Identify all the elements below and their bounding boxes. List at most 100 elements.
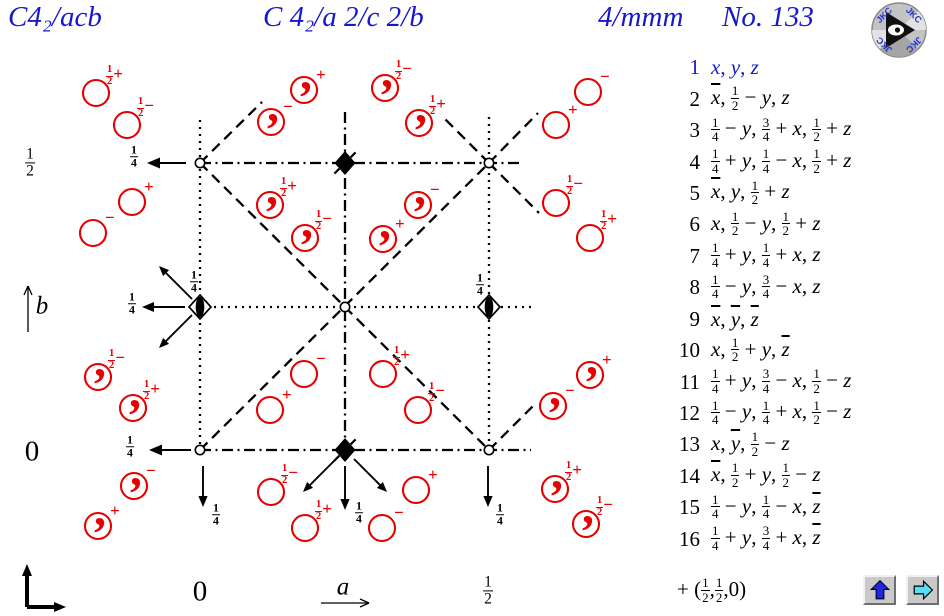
a-axis-arrow-head — [359, 598, 370, 604]
position-height-label: − — [394, 503, 404, 522]
position-height-label: − — [105, 208, 115, 227]
position-height-label: + — [144, 177, 154, 196]
twofold-axis-arrow-shaft — [165, 314, 193, 342]
position-row: 1 x, y, z — [672, 52, 851, 83]
next-button[interactable] — [906, 575, 939, 605]
position-number: 6 — [689, 212, 701, 237]
general-position-circle — [255, 395, 285, 425]
a-axis-arrow-head — [359, 602, 370, 608]
space-group-number: No. 133 — [722, 1, 814, 33]
general-position-circle-comma — [571, 509, 601, 539]
comma-glyph: , — [94, 483, 106, 536]
position-height-label: 1 2− — [395, 59, 412, 82]
comma-glyph: , — [129, 365, 141, 418]
up-arrow-icon — [869, 579, 890, 600]
twofold-axis-arrow-shaft — [165, 272, 193, 300]
centering-vector-label: + (1 2, 1 2,0) — [677, 575, 747, 605]
twofold-axis-arrow-head — [303, 481, 314, 492]
general-position-circle-comma — [289, 75, 319, 105]
axis-label-zero-left: 0 — [24, 435, 40, 468]
position-height-label: + — [602, 350, 612, 369]
position-height-label: 1 2 + — [565, 460, 582, 483]
position-height-label: 1 2− — [315, 209, 332, 232]
position-height-label: 1 2 + — [600, 209, 617, 232]
comma-glyph: , — [549, 363, 561, 416]
inversion-center-symbol — [483, 444, 495, 456]
inversion-center-symbol — [194, 444, 206, 456]
position-height-label: 1 2− — [108, 348, 125, 371]
general-position-circle — [575, 223, 605, 253]
twofold-axis-arrow-head — [149, 444, 162, 456]
general-position-circle — [117, 187, 147, 217]
twofold-axis-arrow-head — [340, 499, 350, 510]
page-title-full: C 4₂/a 2/c 2/b — [263, 1, 424, 33]
position-height-label: 1 2 + — [106, 64, 123, 87]
position-number: 15 — [679, 495, 700, 520]
general-position-circle — [78, 218, 108, 248]
position-number: 3 — [689, 118, 701, 143]
position-number: 8 — [689, 275, 701, 300]
position-height-label: − — [565, 381, 575, 400]
position-number: 4 — [689, 149, 701, 174]
fourfold-screw-axis-symbol — [334, 151, 356, 175]
general-position-circle — [401, 475, 431, 505]
position-height-label: 1 2− — [281, 463, 298, 486]
axis-label-zero-bottom: 0 — [192, 575, 208, 608]
general-position-circle — [112, 110, 142, 140]
general-position-circle — [81, 78, 111, 108]
general-position-circle-comma — [83, 362, 113, 392]
position-number: 11 — [679, 369, 700, 394]
twofold-axis-arrow-head — [147, 157, 160, 169]
position-height-label: + — [428, 465, 438, 484]
comma-glyph: , — [266, 162, 278, 215]
general-position-circle-comma — [256, 107, 286, 137]
general-position-circle-comma — [83, 511, 113, 541]
position-row: 9 x, y, z — [672, 304, 851, 335]
position-height-label: + — [316, 65, 326, 84]
origin-axis-vertical-head — [22, 564, 32, 576]
position-coordinates: x, y, z — [711, 55, 759, 80]
comma-glyph: , — [267, 79, 279, 132]
general-position-circle-comma — [538, 391, 568, 421]
general-position-circle-comma — [370, 73, 400, 103]
screw-axis-tick — [333, 167, 341, 175]
twofold-axis-arrow-head — [483, 496, 493, 507]
position-height-label: 1 2 + — [143, 379, 160, 402]
twofold-axis-arrow-head — [198, 496, 208, 507]
comma-glyph: , — [586, 332, 598, 385]
position-height-label: 1 2 + — [393, 345, 410, 368]
position-height-label: 1 2 + — [280, 176, 297, 199]
symmetry-line-dashed — [444, 118, 490, 164]
twofold-axis-arrow-head — [142, 301, 154, 313]
position-number: 16 — [679, 526, 700, 551]
up-button[interactable] — [863, 575, 896, 605]
position-height-label: + — [282, 385, 292, 404]
position-number: 13 — [679, 432, 700, 457]
position-number: 12 — [679, 401, 700, 426]
page-title-short: C4₂/acb — [8, 1, 102, 33]
fourfold-screw-axis-symbol — [334, 438, 356, 462]
position-height-label: − — [283, 97, 293, 116]
position-height-label: + — [395, 214, 405, 233]
